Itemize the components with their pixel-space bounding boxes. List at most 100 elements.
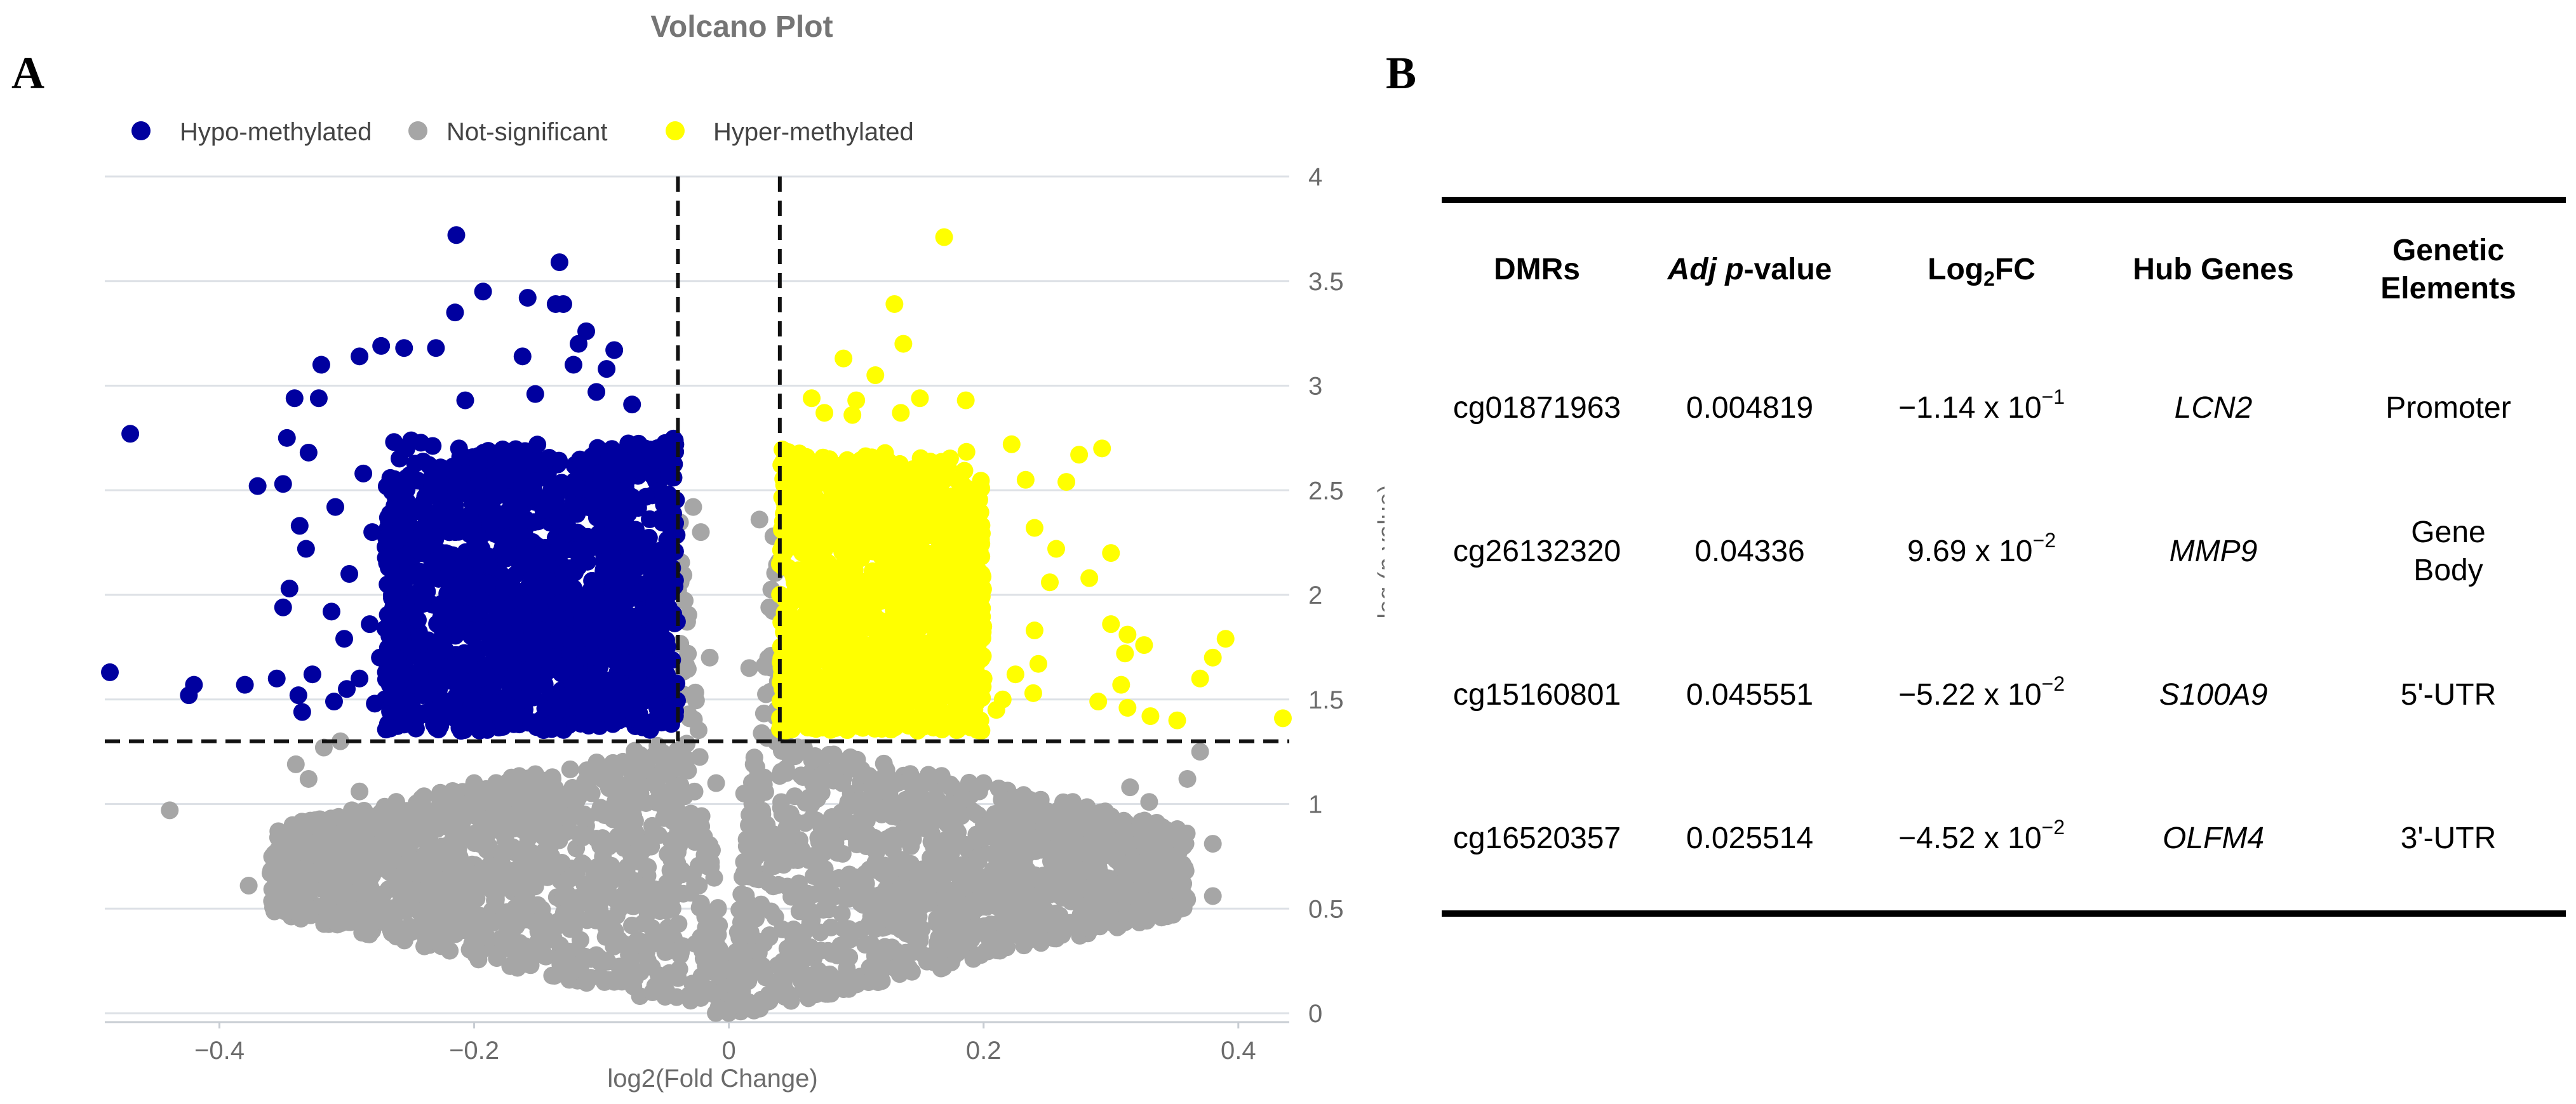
point-not-significant [528, 896, 547, 914]
point-hypo-methylated [551, 698, 570, 717]
point-not-significant [643, 983, 662, 1002]
point-not-significant [1028, 838, 1047, 856]
volcano-plot: Volcano Plot Hypo-methylated Not-signifi… [101, 10, 1385, 1093]
point-not-significant [678, 660, 697, 678]
point-not-significant [965, 804, 984, 822]
point-hypo-methylated [483, 480, 502, 498]
point-not-significant [1115, 911, 1134, 929]
point-not-significant [322, 809, 340, 828]
point-not-significant [835, 968, 853, 987]
point-not-significant [1015, 936, 1033, 955]
point-not-significant [987, 889, 1005, 907]
point-not-significant [288, 895, 307, 914]
point-not-significant [897, 943, 915, 962]
point-hypo-methylated [408, 611, 427, 629]
point-not-significant [1110, 854, 1129, 872]
point-not-significant [353, 924, 372, 942]
point-hypo-methylated [627, 690, 645, 708]
point-not-significant [1102, 816, 1120, 834]
point-hypo-methylated [567, 477, 585, 495]
point-not-significant [485, 816, 504, 834]
point-not-significant [803, 751, 821, 769]
point-not-significant [490, 912, 509, 931]
point-hypo-methylated [587, 383, 606, 401]
point-not-significant [902, 859, 921, 877]
point-hypo-methylated [478, 721, 497, 739]
point-not-significant [375, 860, 394, 878]
point-not-significant [661, 792, 679, 810]
point-not-significant [347, 883, 365, 901]
point-not-significant [949, 910, 967, 928]
point-hypo-methylated [572, 451, 590, 469]
point-hypo-methylated [605, 341, 624, 359]
point-not-significant [664, 813, 682, 831]
point-hypo-methylated [618, 533, 636, 551]
point-hypo-methylated [476, 664, 495, 682]
point-not-significant [1025, 866, 1043, 884]
point-not-significant [490, 869, 508, 888]
point-not-significant [299, 769, 318, 788]
point-not-significant [828, 844, 846, 862]
point-not-significant [934, 958, 953, 976]
point-hypo-methylated [658, 559, 676, 577]
point-not-significant [877, 761, 896, 779]
point-not-significant [556, 889, 574, 907]
point-not-significant [1068, 816, 1086, 835]
point-not-significant [750, 510, 768, 529]
point-not-significant [1168, 846, 1186, 865]
point-hypo-methylated [623, 396, 641, 414]
point-not-significant [1121, 778, 1139, 797]
point-not-significant [967, 947, 986, 966]
point-not-significant [1191, 743, 1209, 761]
point-not-significant [283, 816, 302, 834]
point-not-significant [985, 845, 1003, 863]
point-not-significant [921, 950, 939, 968]
point-hypo-methylated [537, 555, 555, 574]
point-not-significant [684, 498, 702, 516]
point-not-significant [547, 858, 566, 876]
point-not-significant [981, 915, 1000, 934]
point-hypo-methylated [180, 686, 198, 705]
point-hypo-methylated [455, 672, 474, 691]
point-not-significant [560, 917, 579, 936]
point-not-significant [725, 978, 744, 997]
point-not-significant [622, 765, 641, 783]
point-not-significant [626, 895, 644, 913]
point-not-significant [520, 946, 539, 964]
point-not-significant [465, 774, 483, 792]
point-not-significant [974, 774, 993, 792]
point-not-significant [952, 895, 970, 914]
point-not-significant [882, 862, 900, 881]
point-hypo-methylated [385, 433, 403, 451]
point-hypo-methylated [617, 593, 635, 611]
point-hypo-methylated [647, 662, 666, 680]
point-not-significant [606, 762, 624, 780]
point-not-significant [899, 898, 918, 917]
point-not-significant [796, 981, 814, 999]
point-hypo-methylated [633, 718, 652, 736]
point-not-significant [1120, 835, 1138, 853]
point-not-significant [161, 801, 179, 820]
point-not-significant [637, 794, 655, 812]
point-not-significant [770, 767, 789, 785]
point-not-significant [607, 792, 625, 810]
point-hypo-methylated [389, 630, 408, 649]
point-not-significant [465, 865, 483, 884]
point-hypo-methylated [382, 606, 401, 625]
point-not-significant [934, 923, 953, 941]
point-hypo-methylated [445, 696, 463, 714]
point-not-significant [933, 797, 951, 816]
point-hypo-methylated [267, 669, 286, 688]
point-not-significant [758, 992, 776, 1010]
point-not-significant [391, 822, 410, 841]
point-not-significant [351, 782, 369, 801]
point-not-significant [866, 861, 885, 879]
point-not-significant [344, 859, 363, 877]
point-not-significant [1092, 803, 1110, 821]
point-not-significant [873, 950, 891, 968]
point-hypo-methylated [509, 519, 528, 538]
point-hypo-methylated [448, 472, 467, 491]
point-not-significant [1082, 862, 1100, 881]
point-not-significant [269, 822, 288, 841]
panel-label-b: B [1386, 48, 1417, 98]
